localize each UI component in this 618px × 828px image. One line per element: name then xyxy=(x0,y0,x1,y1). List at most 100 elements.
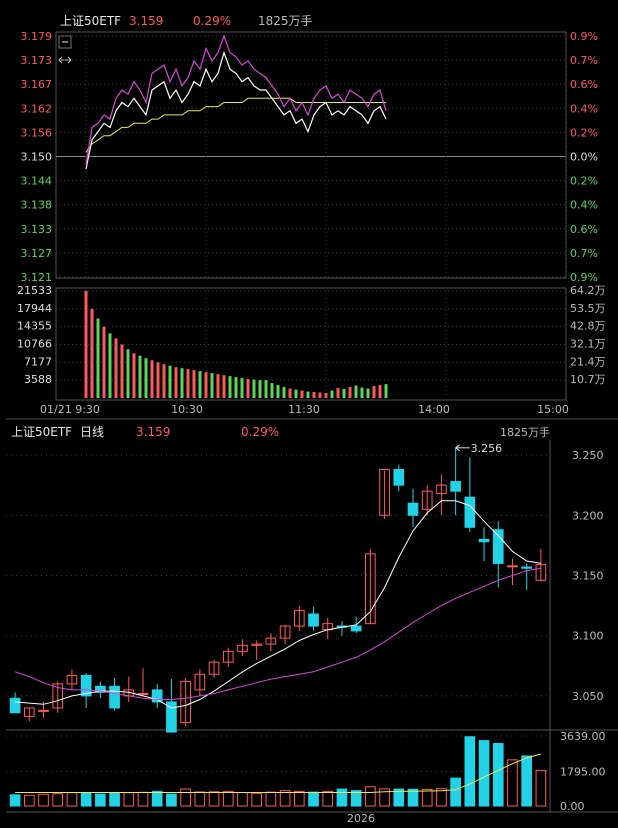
daily-candle-body xyxy=(379,468,390,516)
daily-candle-body xyxy=(180,680,191,723)
daily-candle-body xyxy=(393,468,405,486)
daily-volume-ma-line xyxy=(15,753,542,793)
daily-volume-bar xyxy=(450,777,461,807)
intraday-volume-right-label: 21.4万 xyxy=(570,355,606,368)
daily-candle-body xyxy=(222,650,234,663)
intraday-price-line xyxy=(85,50,387,170)
intraday-volume-bar xyxy=(84,291,88,398)
daily-candle-body xyxy=(66,674,78,685)
daily-candle-body xyxy=(109,685,120,709)
daily-volume-bar xyxy=(208,791,220,807)
daily-candle-body xyxy=(507,565,518,568)
intraday-time-label: 15:00 xyxy=(537,403,569,416)
intraday-percent-label: 0.9% xyxy=(570,271,598,284)
intraday-time-label: 11:30 xyxy=(288,403,320,416)
intraday-volume-bar xyxy=(384,384,388,398)
daily-price-label: 3.200 xyxy=(572,509,604,522)
intraday-price-label: 3.167 xyxy=(21,78,53,91)
intraday-volume-bar xyxy=(90,308,94,398)
intraday-symbol-name: 上证50ETF xyxy=(60,14,121,28)
daily-candle-body xyxy=(95,685,106,693)
minus-icon[interactable] xyxy=(58,35,72,49)
intraday-price-label: 3.156 xyxy=(21,126,53,139)
daily-price-label: 3.150 xyxy=(572,569,604,582)
intraday-percent-axis-labels: 0.9% 0.7% 0.6% 0.4% 0.2% 0.0% 0.2% 0.4% 0.6% 0.7%… xyxy=(570,30,598,284)
intraday-avg-line xyxy=(85,97,386,153)
intraday-percent-label: 0.4% xyxy=(570,199,598,212)
daily-candle-body xyxy=(308,613,319,627)
daily-volume-bar xyxy=(95,793,106,807)
daily-ma-long-line xyxy=(14,567,541,700)
daily-volume-bar xyxy=(237,792,248,807)
intraday-price-label: 3.150 xyxy=(21,151,53,164)
intraday-percent-label: 0.4% xyxy=(570,102,598,115)
intraday-time-axis-labels: 01/21 9:30 10:30 11:30 14:00 15:00 xyxy=(40,403,569,416)
daily-volume-bar xyxy=(308,791,319,807)
daily-ma-short-line xyxy=(15,500,541,709)
daily-volume-bar xyxy=(293,790,305,807)
intraday-percent-label: 0.2% xyxy=(570,126,598,139)
intraday-price-label: 3.133 xyxy=(21,223,53,236)
intraday-volume-bar xyxy=(132,353,136,398)
daily-candle-body xyxy=(265,637,277,645)
intraday-volume-bar xyxy=(288,388,292,398)
daily-volume-bar xyxy=(535,769,547,807)
intraday-volume-bar xyxy=(246,379,250,398)
daily-volume-bars xyxy=(9,736,547,807)
daily-candles xyxy=(9,447,547,733)
daily-symbol-name: 上证50ETF xyxy=(11,425,72,439)
daily-candle-body xyxy=(80,674,92,697)
daily-volume-bar xyxy=(492,742,504,807)
daily-volume-bar xyxy=(137,791,149,807)
intraday-volume-bar xyxy=(240,378,244,398)
intraday-price-axis-labels: 3.179 3.173 3.167 3.162 3.156 3.150 3.144 3.138… xyxy=(21,30,53,284)
daily-volume-bar xyxy=(23,794,35,807)
intraday-volume-bar xyxy=(258,380,262,398)
daily-volume-bar xyxy=(166,793,177,807)
intraday-volume-bar xyxy=(174,367,178,398)
daily-volume-bar xyxy=(350,790,362,807)
daily-candle-body xyxy=(237,644,248,652)
daily-volume-bar xyxy=(478,740,490,807)
daily-volume-bar xyxy=(109,792,120,807)
daily-volume-label: 3639.00 xyxy=(560,730,606,743)
intraday-volume-bar xyxy=(102,326,106,398)
intraday-percent-label: 0.7% xyxy=(570,247,598,260)
intraday-volume-bar xyxy=(366,388,370,398)
intraday-volume-right-label: 10.7万 xyxy=(570,373,606,386)
intraday-volume-bar xyxy=(276,385,280,398)
intraday-price-label: 3.121 xyxy=(21,271,53,284)
max-price-arrow-icon xyxy=(455,444,460,452)
intraday-volume-bar xyxy=(120,344,124,398)
daily-candle-body xyxy=(251,643,263,646)
daily-period-label: 日线 xyxy=(80,425,104,439)
intraday-series-lines xyxy=(85,34,387,170)
intraday-volume-label: 17944 xyxy=(17,302,52,315)
daily-volume-bar xyxy=(507,759,518,807)
intraday-volume-bar xyxy=(150,360,154,398)
intraday-volume-bar xyxy=(126,349,130,398)
intraday-volume-label: 3588 xyxy=(24,373,52,386)
intraday-volume-bar xyxy=(210,373,214,398)
intraday-volume-bar xyxy=(228,376,232,398)
daily-candle-body xyxy=(450,481,461,492)
intraday-percent-label: 0.6% xyxy=(570,78,598,91)
intraday-volume-bar xyxy=(168,365,172,398)
intraday-volume-bar xyxy=(198,371,202,398)
intraday-volume-bar xyxy=(108,333,112,398)
intraday-volume-bar xyxy=(312,392,316,398)
intraday-volume-bars xyxy=(84,291,388,398)
intraday-volume-bar xyxy=(216,374,220,398)
intraday-volume-bar xyxy=(180,368,184,398)
daily-candle-body xyxy=(464,496,476,528)
daily-candle-body xyxy=(166,701,177,733)
daily-volume-bar xyxy=(265,791,277,807)
daily-last-price: 3.159 xyxy=(136,425,170,439)
daily-price-label: 3.100 xyxy=(572,630,604,643)
intraday-volume-label: 14355 xyxy=(17,320,52,333)
intraday-change-percent: 0.29% xyxy=(193,14,231,28)
intraday-volume-bar xyxy=(144,358,148,398)
daily-volume-bar xyxy=(251,792,263,807)
intraday-volume-bar xyxy=(204,372,208,398)
